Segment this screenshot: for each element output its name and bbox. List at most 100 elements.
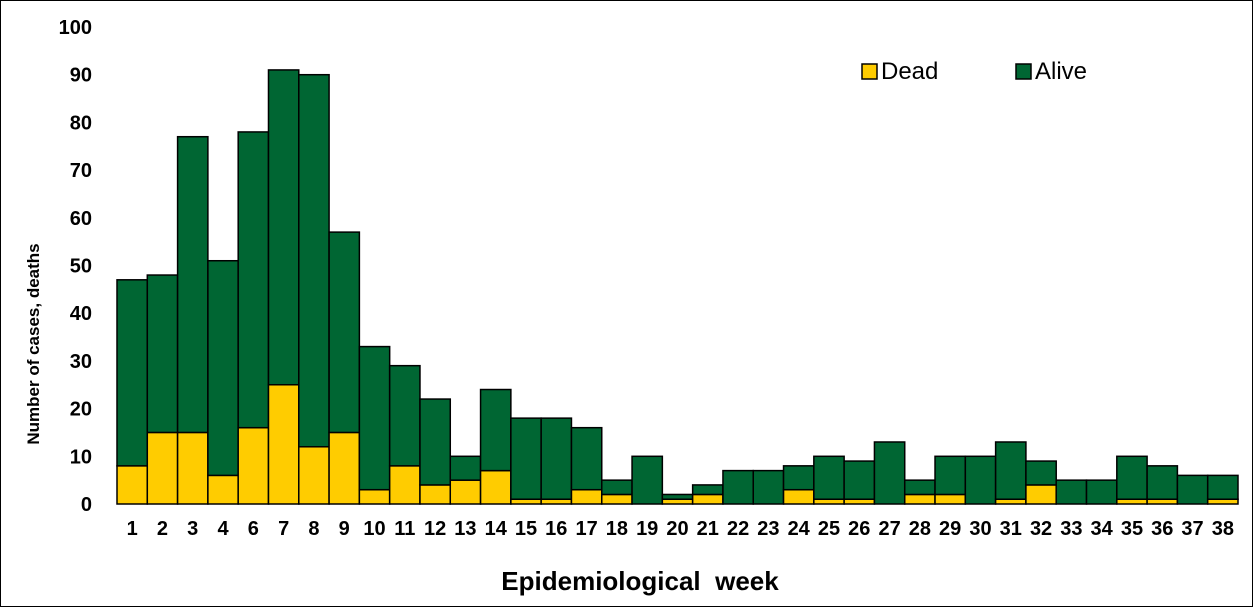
y-tick-label: 10 [70,446,92,468]
bar-alive-week-25 [813,455,845,500]
x-tick-label: 21 [697,518,719,540]
bar-dead-week-13 [449,479,482,505]
bar-alive-week-15 [510,417,542,500]
bar-alive-week-24 [782,465,815,491]
x-tick-label: 8 [308,518,319,540]
bar-alive-week-1 [116,279,149,467]
bar-dead-week-4 [207,474,239,505]
x-tick-label: 17 [575,518,597,540]
x-tick-label: 30 [969,518,991,540]
x-tick-label: 9 [339,518,350,540]
x-tick-label: 20 [666,518,688,540]
x-tick-label: 28 [909,518,931,540]
y-tick-label: 90 [70,65,92,87]
x-tick-label: 10 [363,518,385,540]
bar-dead-week-2 [146,431,179,505]
x-tick-label: 36 [1151,518,1173,540]
bar-alive-week-31 [994,441,1027,500]
bar-dead-week-17 [570,488,603,505]
y-tick-label: 30 [70,351,92,373]
bar-alive-week-3 [176,135,209,434]
bar-alive-week-36 [1146,465,1179,500]
x-tick-label: 18 [606,518,628,540]
bar-dead-week-32 [1025,484,1057,505]
bar-alive-week-28 [903,479,936,496]
bar-dead-week-21 [691,493,724,505]
bar-dead-week-6 [237,426,270,505]
bar-alive-week-12 [419,398,452,486]
x-tick-label: 35 [1121,518,1143,540]
bar-alive-week-10 [358,345,391,491]
x-tick-label: 38 [1212,518,1234,540]
bar-alive-week-2 [146,274,179,434]
x-tick-label: 37 [1181,518,1203,540]
bar-alive-week-38 [1206,474,1239,500]
x-tick-label: 13 [454,518,476,540]
bar-alive-week-7 [267,69,300,386]
x-tick-label: 12 [424,518,446,540]
bar-alive-week-6 [237,131,270,429]
bar-dead-week-7 [267,384,300,505]
y-tick-label: 40 [70,303,92,325]
y-axis-title: Number of cases, deaths [24,243,43,444]
bar-dead-week-3 [176,431,209,505]
bar-alive-week-17 [570,426,603,491]
x-tick-label: 29 [939,518,961,540]
bar-alive-week-32 [1025,460,1057,486]
y-tick-label: 20 [70,399,92,421]
x-tick-label: 33 [1060,518,1082,540]
bar-alive-week-8 [298,73,330,448]
x-tick-label: 19 [636,518,658,540]
bar-alive-week-22 [722,469,754,505]
bar-alive-week-4 [207,259,239,477]
legend-label-dead: Dead [881,58,938,85]
bar-alive-week-23 [752,469,785,505]
x-axis-title: Epidemiological week [501,566,779,596]
bar-alive-week-35 [1116,455,1148,500]
bar-dead-week-11 [388,465,421,505]
bar-alive-week-11 [388,364,421,467]
bars-group [116,69,1239,505]
bar-dead-week-14 [479,469,512,505]
bar-alive-week-37 [1176,474,1209,505]
bar-alive-week-19 [631,455,664,505]
bar-dead-week-18 [601,493,633,505]
x-tick-label: 34 [1091,518,1114,540]
x-tick-label: 32 [1030,518,1052,540]
legend: Dead Alive [861,58,1087,85]
bar-alive-week-26 [843,460,876,500]
y-tick-label: 80 [70,112,92,134]
bar-alive-week-30 [964,455,997,505]
bar-dead-week-24 [782,488,815,505]
x-tick-label: 14 [485,518,508,540]
bar-dead-week-8 [298,446,330,505]
y-tick-label: 60 [70,208,92,230]
x-tick-label: 31 [1000,518,1022,540]
x-tick-label: 16 [545,518,567,540]
x-tick-label: 22 [727,518,749,540]
x-tick-label: 27 [878,518,900,540]
y-tick-label: 100 [59,17,92,39]
x-tick-label: 3 [187,518,198,540]
x-tick-label: 26 [848,518,870,540]
y-tick-labels: 0 10 20 30 40 50 60 70 80 90 100 [59,17,92,516]
x-tick-label: 15 [515,518,537,540]
bar-alive-week-33 [1055,479,1088,505]
bar-alive-week-13 [449,455,482,481]
bar-alive-week-20 [661,493,694,500]
bar-alive-week-29 [934,455,967,496]
x-tick-label: 23 [757,518,779,540]
bar-dead-week-29 [934,493,967,505]
legend-label-alive: Alive [1035,58,1087,85]
bar-alive-week-34 [1085,479,1118,505]
bar-dead-week-10 [358,488,391,505]
x-tick-label: 11 [394,518,415,540]
bar-dead-week-12 [419,484,452,505]
x-tick-labels: 1 2 3 4 6 7 8 9 10 11 12 13 14 15 16 17 18 19 20 21 22 23 24 25… [127,518,1234,540]
bar-alive-week-16 [540,417,573,500]
x-tick-label: 4 [217,518,229,540]
bar-alive-week-21 [691,484,724,496]
bar-alive-week-18 [601,479,633,496]
x-tick-label: 2 [157,518,168,540]
